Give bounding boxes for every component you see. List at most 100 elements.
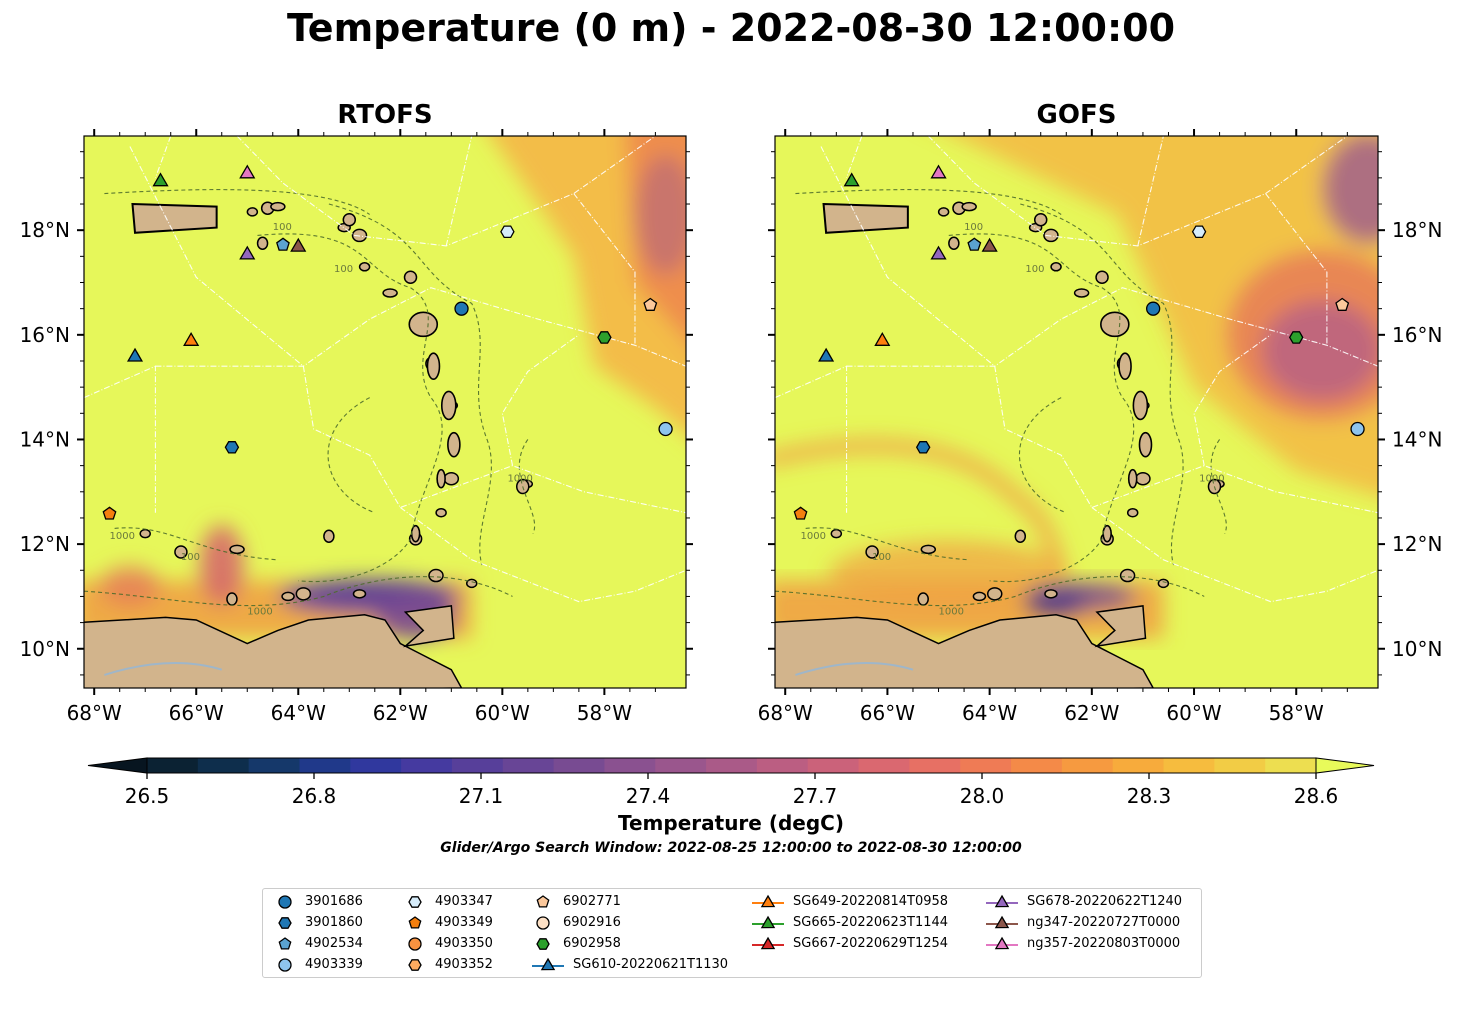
colorbar-segment bbox=[553, 758, 605, 773]
colorbar-tick-label: 28.3 bbox=[1127, 784, 1172, 808]
colorbar-segment bbox=[451, 758, 504, 773]
legend-item: 4903350 bbox=[403, 933, 493, 954]
legend-label: 3901686 bbox=[305, 894, 363, 909]
marker-4902534 bbox=[967, 237, 982, 251]
marker-ng357-20220803T0000 bbox=[239, 164, 256, 179]
contour-label: 100 bbox=[964, 222, 983, 233]
legend-label: SG610-20220621T1130 bbox=[573, 957, 729, 972]
warm-water-region bbox=[775, 136, 1378, 611]
colorbar-segment bbox=[960, 758, 1012, 773]
marker-4903339 bbox=[1350, 421, 1365, 437]
colorbar-tick-label: 26.8 bbox=[292, 784, 337, 808]
marker-SG678-20220622T1240 bbox=[239, 245, 256, 260]
marker-SG665-20220623T1144 bbox=[152, 172, 169, 187]
x-tick-label: 58°W bbox=[577, 701, 632, 725]
x-tick-label: 64°W bbox=[271, 701, 326, 725]
marker-SG649-20220814T0958 bbox=[183, 332, 200, 346]
x-tick-label: 68°W bbox=[758, 701, 813, 725]
y-tick-label: 12°N bbox=[20, 532, 70, 556]
figure-title: Temperature (0 m) - 2022-08-30 12:00:00 bbox=[286, 6, 1176, 50]
legend-item: SG665-20220623T1144 bbox=[751, 912, 948, 933]
marker-4903339 bbox=[658, 421, 673, 437]
legend-item: SG678-20220622T1240 bbox=[985, 891, 1182, 912]
colorbar-segment bbox=[1163, 758, 1215, 773]
legend-label: 4903349 bbox=[435, 915, 493, 930]
colorbar-segment bbox=[1061, 758, 1114, 773]
colorbar-segment bbox=[299, 758, 351, 773]
legend-item: ng357-20220803T0000 bbox=[985, 933, 1180, 954]
panel-title-gofs: GOFS bbox=[1036, 100, 1117, 130]
legend-item: 3901686 bbox=[273, 891, 363, 912]
y-tick-label: 12°N bbox=[1392, 532, 1442, 556]
marker-4903347 bbox=[1191, 225, 1207, 239]
colorbar-segment bbox=[350, 758, 402, 773]
warm-water-region bbox=[490, 136, 686, 434]
y-tick-label: 14°N bbox=[20, 427, 70, 451]
legend-label: SG678-20220622T1240 bbox=[1027, 894, 1183, 909]
legend: 3901686 3901860 4902534 4903339 4903347 49033… bbox=[262, 888, 1202, 978]
y-tick-label: 18°N bbox=[20, 218, 70, 242]
legend-item: 4902534 bbox=[273, 933, 363, 954]
marker-ng357-20220803T0000 bbox=[930, 164, 947, 179]
colorbar-label: Temperature (degC) bbox=[618, 811, 844, 835]
legend-item: SG667-20220629T1254 bbox=[751, 933, 948, 954]
y-tick-label: 14°N bbox=[1392, 427, 1442, 451]
trinidad-island bbox=[402, 605, 455, 648]
colorbar-segment bbox=[756, 758, 809, 773]
x-tick-label: 58°W bbox=[1269, 701, 1324, 725]
y-tick-label: 18°N bbox=[1392, 218, 1442, 242]
marker-ng347-20220727T0000 bbox=[290, 237, 307, 252]
colorbar-tick-label: 26.5 bbox=[125, 784, 170, 808]
contour-label: 1000 bbox=[939, 607, 964, 618]
marker-4903349 bbox=[102, 506, 117, 520]
marker-6902771 bbox=[1335, 297, 1350, 311]
x-tick-label: 60°W bbox=[1166, 701, 1221, 725]
x-tick-label: 66°W bbox=[169, 701, 224, 725]
legend-label: SG667-20220629T1254 bbox=[793, 936, 949, 951]
y-tick-label: 10°N bbox=[20, 637, 70, 661]
marker-4903349 bbox=[793, 506, 808, 520]
puerto-rico-island bbox=[822, 202, 909, 234]
legend-item: 6902916 bbox=[531, 912, 621, 933]
marker-3901860 bbox=[224, 441, 240, 454]
marker-3901686 bbox=[1146, 301, 1161, 316]
colorbar-tick-label: 28.0 bbox=[960, 784, 1005, 808]
legend-label: 6902958 bbox=[563, 936, 621, 951]
contour-label: 100 bbox=[334, 264, 353, 275]
map-frame bbox=[83, 135, 687, 689]
x-tick-label: 60°W bbox=[475, 701, 530, 725]
legend-label: 3901860 bbox=[305, 915, 363, 930]
legend-item: 3901860 bbox=[273, 912, 363, 933]
contour-label: 1000 bbox=[247, 607, 272, 618]
contour-label: 1000 bbox=[507, 473, 532, 484]
legend-item: 4903339 bbox=[273, 954, 363, 975]
venezuela-land bbox=[84, 613, 463, 688]
x-tick-label: 68°W bbox=[67, 701, 122, 725]
colorbar-segment bbox=[604, 758, 656, 773]
map-rtofs: 100 100 1000 1000 100 1000 bbox=[84, 136, 686, 688]
colorbar: 26.5 26.8 27.1 27.4 27.7 28.0 28.3 28.6 bbox=[87, 757, 1375, 808]
marker-SG610-20220621T1130 bbox=[126, 347, 144, 362]
legend-label: 4902534 bbox=[305, 936, 363, 951]
colorbar-segment bbox=[1265, 758, 1317, 773]
colorbar-tick-label: 28.6 bbox=[1294, 784, 1339, 808]
contour-label: 100 bbox=[273, 222, 292, 233]
marker-4903347 bbox=[500, 225, 515, 239]
y-tick-label: 16°N bbox=[20, 323, 70, 347]
legend-label: SG649-20220814T0958 bbox=[793, 894, 949, 909]
contour-label: 100 bbox=[1025, 264, 1044, 275]
colorbar-segment bbox=[807, 758, 860, 773]
panel-title-rtofs: RTOFS bbox=[337, 100, 433, 130]
marker-6902958 bbox=[597, 331, 612, 344]
legend-label: 4903347 bbox=[435, 894, 493, 909]
colorbar-tick-label: 27.7 bbox=[793, 784, 838, 808]
trinidad-island bbox=[1094, 605, 1147, 648]
colorbar-segment bbox=[1011, 758, 1063, 773]
colorbar-segment bbox=[502, 758, 555, 773]
colorbar-segment bbox=[909, 758, 961, 773]
legend-item: 6902958 bbox=[531, 933, 621, 954]
x-tick-label: 66°W bbox=[860, 701, 915, 725]
colorbar-segment bbox=[248, 758, 300, 773]
marker-3901686 bbox=[454, 301, 469, 316]
